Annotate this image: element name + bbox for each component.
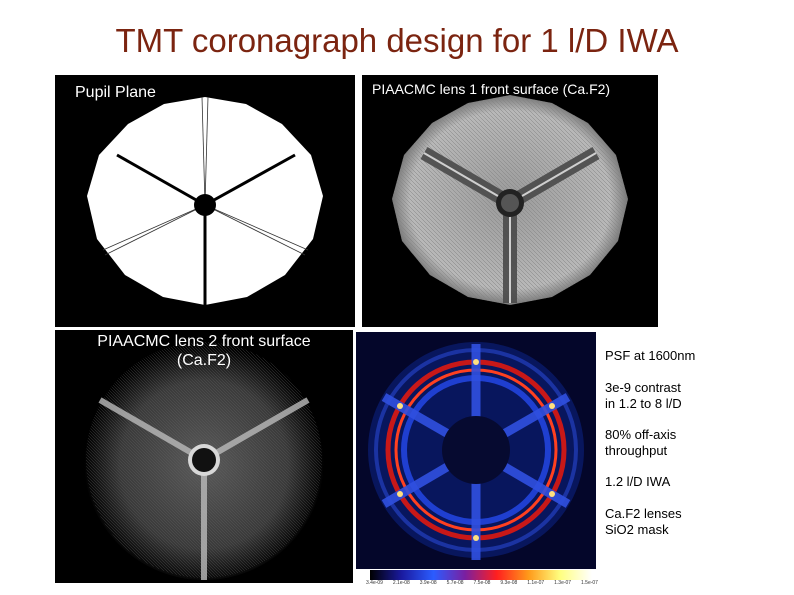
- lens2-label-line2: (Ca.F2): [176, 352, 232, 369]
- cbar-tick: 2.1e-08: [392, 580, 410, 586]
- lens1-surface-image: PIAACMC lens 1 front surface (Ca.F2): [362, 75, 658, 327]
- note-lenses-line1: Ca.F2 lenses: [605, 506, 682, 521]
- psf-colorbar-ticks: 3.4e-09 2.1e-08 3.9e-08 5.7e-08 7.5e-08 …: [366, 580, 598, 586]
- psf-colorbar: [370, 570, 592, 580]
- note-throughput-line2: throughput: [605, 443, 668, 458]
- cbar-tick: 9.3e-08: [500, 580, 518, 586]
- lens2-surface-image: PIAACMC lens 2 front surface (Ca.F2): [55, 330, 353, 583]
- note-contrast-line2: in 1.2 to 8 l/D: [605, 396, 682, 411]
- note-contrast: 3e-9 contrast in 1.2 to 8 l/D: [605, 380, 682, 412]
- pupil-plane-image: Pupil Plane: [55, 75, 355, 327]
- note-lenses-line2: SiO2 mask: [605, 522, 669, 537]
- lens2-label: PIAACMC lens 2 front surface (Ca.F2): [55, 332, 353, 370]
- note-throughput: 80% off-axis throughput: [605, 427, 676, 459]
- lens1-label: PIAACMC lens 1 front surface (Ca.F2): [372, 81, 611, 97]
- cbar-tick: 3.9e-08: [419, 580, 437, 586]
- pupil-plane-label: Pupil Plane: [75, 84, 156, 101]
- cbar-tick: 5.7e-08: [446, 580, 464, 586]
- cbar-tick: 1.3e-07: [554, 580, 572, 586]
- cbar-tick: 1.1e-07: [527, 580, 545, 586]
- cbar-tick: 1.5e-07: [581, 580, 598, 586]
- slide-title: TMT coronagraph design for 1 l/D IWA: [115, 22, 679, 59]
- psf-image: [356, 332, 596, 569]
- cbar-tick: 7.5e-08: [473, 580, 491, 586]
- note-lenses: Ca.F2 lenses SiO2 mask: [605, 506, 682, 538]
- note-iwa: 1.2 l/D IWA: [605, 474, 671, 489]
- cbar-tick: 3.4e-09: [366, 580, 383, 586]
- note-contrast-line1: 3e-9 contrast: [605, 380, 681, 395]
- lens2-label-line1: PIAACMC lens 2 front surface: [97, 333, 311, 350]
- note-throughput-line1: 80% off-axis: [605, 427, 677, 442]
- note-psf: PSF at 1600nm: [605, 348, 696, 363]
